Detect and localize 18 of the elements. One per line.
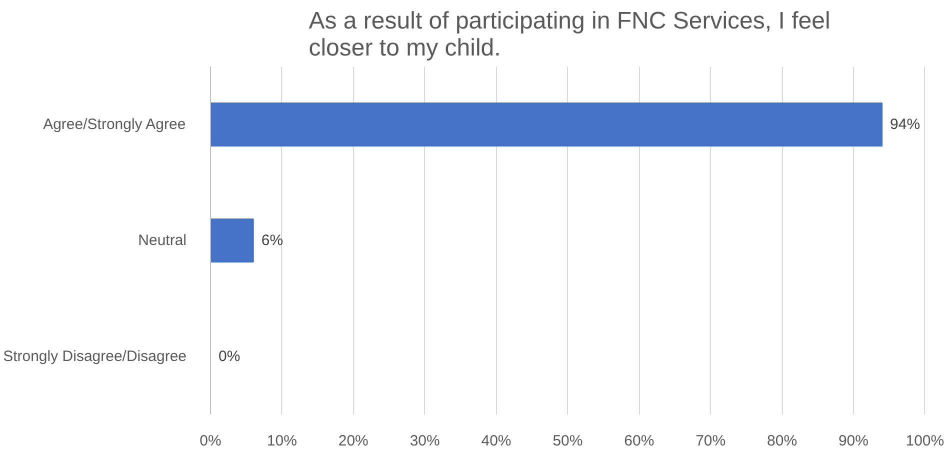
x-tick-label: 80% bbox=[767, 432, 798, 450]
x-tick-label: 50% bbox=[552, 432, 583, 450]
x-tick-label: 70% bbox=[696, 432, 726, 450]
x-tick-label: 40% bbox=[481, 432, 512, 450]
data-label: 0% bbox=[218, 348, 240, 365]
y-tick-label: Agree/Strongly Agree bbox=[43, 116, 186, 133]
x-tick-label: 60% bbox=[624, 432, 654, 450]
x-tick-label: 30% bbox=[410, 432, 440, 450]
chart-title: As a result of participating in FNC Services, I feel closer to my child. bbox=[308, 8, 830, 62]
y-tick-label: Strongly Disagree/Disagree bbox=[3, 348, 186, 365]
x-tick-label: 90% bbox=[838, 432, 869, 450]
x-tick-label: 20% bbox=[338, 432, 368, 450]
data-label: 6% bbox=[261, 232, 284, 249]
x-tick-label: 0% bbox=[200, 432, 222, 450]
x-tick-label: 10% bbox=[266, 432, 297, 450]
data-label: 94% bbox=[890, 116, 920, 133]
x-tick-label: 100% bbox=[906, 432, 944, 450]
y-tick-label: Neutral bbox=[138, 232, 187, 249]
